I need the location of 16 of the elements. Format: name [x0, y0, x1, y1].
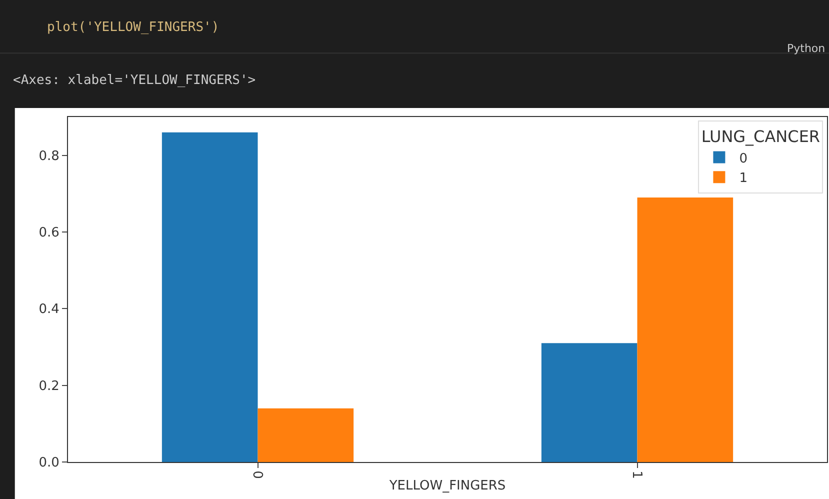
bar: [637, 198, 734, 462]
text: plot('YELLOW_FINGERS'): [47, 20, 220, 35]
y-tick-label: 0.6: [38, 226, 60, 241]
y-tick-label: 0.0: [38, 456, 60, 471]
bar: [258, 408, 354, 462]
bar: [541, 343, 638, 462]
legend-label: 0: [739, 151, 748, 166]
text: <Axes: xlabel='YELLOW_FINGERS'>: [13, 73, 256, 88]
y-tick-label: 0.8: [38, 148, 60, 164]
legend-title: LUNG_CANCER: [701, 127, 820, 146]
y-tick-label: 0.4: [38, 302, 60, 318]
x-axis-title: YELLOW_FINGERS: [388, 478, 506, 494]
text: Python: [787, 42, 826, 55]
legend-label: 1: [739, 171, 748, 186]
y-tick-label: 0.2: [38, 378, 60, 394]
bar: [162, 132, 258, 462]
